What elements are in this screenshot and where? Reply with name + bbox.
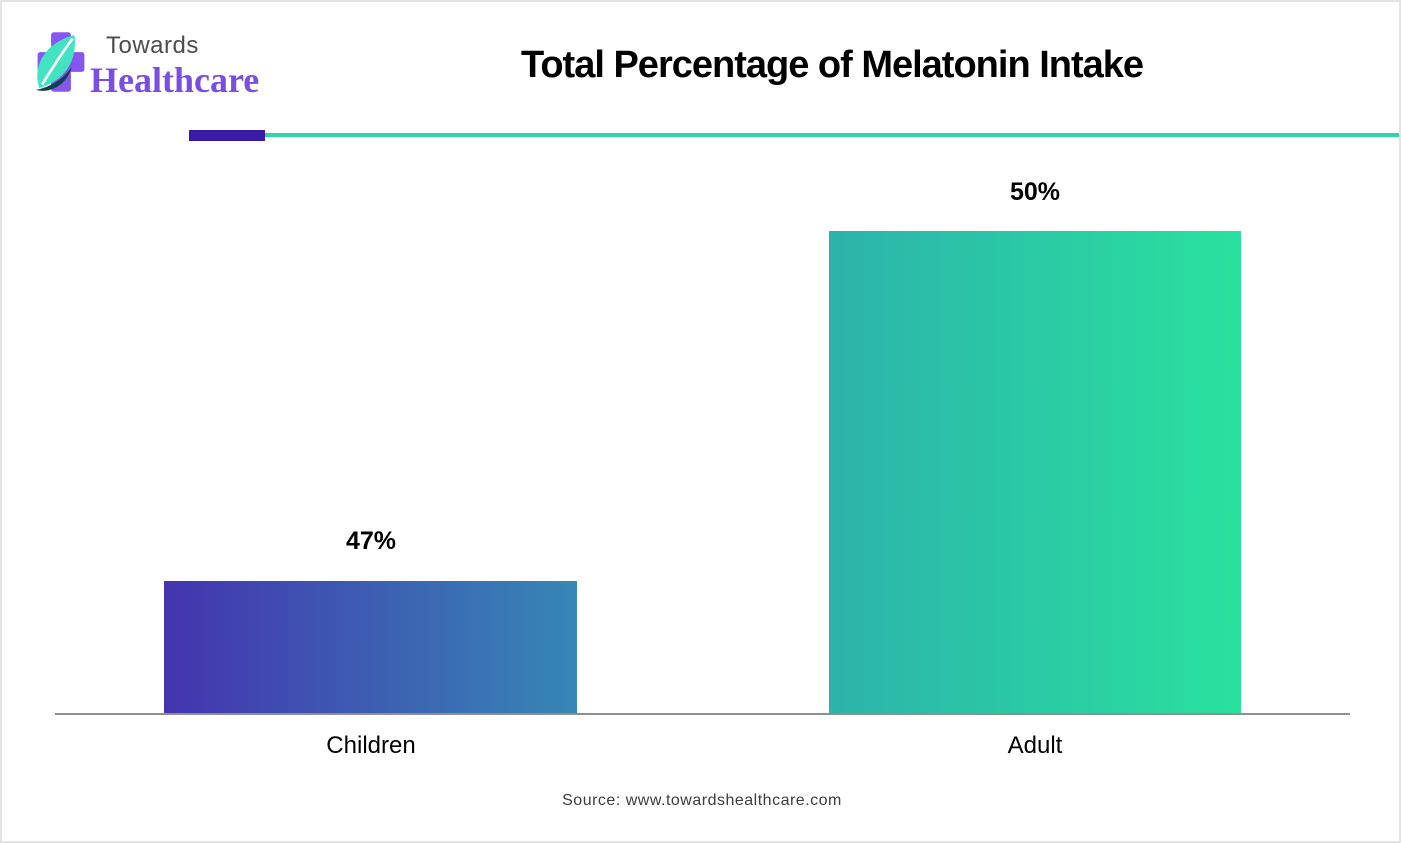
brand-name-towards: Towards — [106, 32, 199, 59]
bar-adult — [829, 231, 1241, 713]
source-attribution: Source: www.towardshealthcare.com — [562, 792, 842, 809]
bar-value-label-adult: 50% — [1009, 178, 1061, 206]
page-title: Total Percentage of Melatonin Intake — [520, 44, 1144, 86]
bar-value-label-children: 47% — [345, 527, 397, 555]
divider-accent-bar — [189, 130, 265, 141]
category-label-children: Children — [326, 732, 416, 759]
bar-children — [164, 581, 577, 713]
brand-name-healthcare: Healthcare — [90, 60, 260, 100]
divider-line — [265, 133, 1399, 137]
category-label-adult: Adult — [1007, 732, 1063, 759]
leaf-swoosh-shape — [35, 66, 72, 91]
cross-leaf-icon — [35, 32, 85, 92]
leaf-vein-shape — [40, 37, 74, 86]
x-axis-baseline — [55, 713, 1350, 715]
